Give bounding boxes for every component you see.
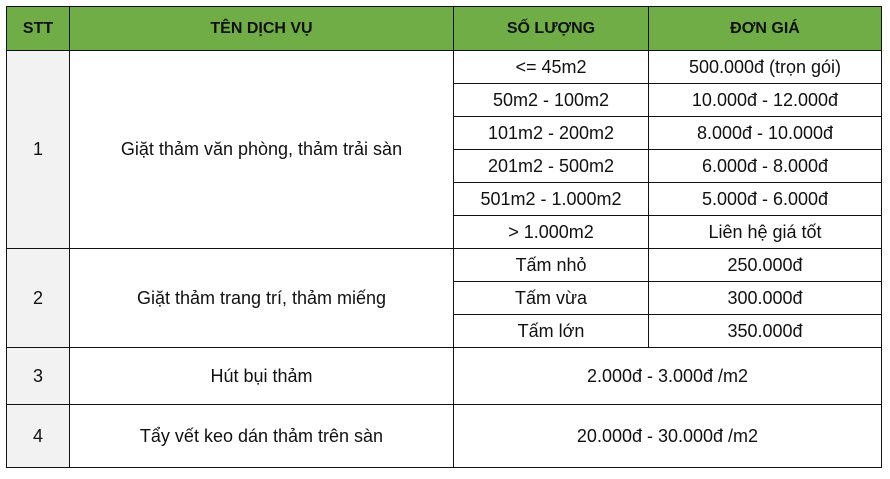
table-row: 3 Hút bụi thảm 2.000đ - 3.000đ /m2 [6,347,882,405]
quantity-cell: Tấm nhỏ [453,248,649,282]
header-price: ĐƠN GIÁ [648,6,882,51]
table-row: 2 Giặt thảm trang trí, thảm miếng Tấm nh… [6,248,882,348]
price-cell: 350.000đ [648,314,882,348]
header-quantity: SỐ LƯỢNG [453,6,649,51]
table-row: > 1.000m2 Liên hệ giá tốt [7,215,882,249]
header-stt: STT [6,6,70,51]
price-cell: Liên hệ giá tốt [648,215,882,249]
quantity-cell: Tấm lớn [453,314,649,348]
table-row: 101m2 - 200m2 8.000đ - 10.000đ [7,116,882,150]
price-cell: 20.000đ - 30.000đ /m2 [453,404,882,468]
quantity-cell: > 1.000m2 [453,215,649,249]
service-cell: Tẩy vết keo dán thảm trên sàn [69,404,454,468]
service-cell: Giặt thảm văn phòng, thảm trải sàn [69,50,454,249]
quantity-cell: 50m2 - 100m2 [453,83,649,117]
price-cell: 250.000đ [648,248,882,282]
table-row: 50m2 - 100m2 10.000đ - 12.000đ [7,83,882,117]
quantity-cell: <= 45m2 [453,50,649,84]
table-row: Tấm vừa 300.000đ [7,281,882,315]
price-cell: 6.000đ - 8.000đ [648,149,882,183]
header-row: STT TÊN DỊCH VỤ SỐ LƯỢNG ĐƠN GIÁ [6,6,882,51]
quantity-cell: 101m2 - 200m2 [453,116,649,150]
stt-cell: 2 [6,248,70,348]
quantity-cell: Tấm vừa [453,281,649,315]
price-cell: 2.000đ - 3.000đ /m2 [453,347,882,405]
price-table: STT TÊN DỊCH VỤ SỐ LƯỢNG ĐƠN GIÁ 1 Giặt … [6,6,882,468]
quantity-cell: 501m2 - 1.000m2 [453,182,649,216]
table-row: 501m2 - 1.000m2 5.000đ - 6.000đ [7,182,882,216]
stt-cell: 3 [6,347,70,405]
service-cell: Hút bụi thảm [69,347,454,405]
table-row: 1 Giặt thảm văn phòng, thảm trải sàn <= … [6,50,882,249]
table-row: 201m2 - 500m2 6.000đ - 8.000đ [7,149,882,183]
price-cell: 500.000đ (trọn gói) [648,50,882,84]
price-cell: 300.000đ [648,281,882,315]
table-row: 4 Tẩy vết keo dán thảm trên sàn 20.000đ … [6,404,882,468]
price-cell: 10.000đ - 12.000đ [648,83,882,117]
header-service: TÊN DỊCH VỤ [69,6,454,51]
price-cell: 8.000đ - 10.000đ [648,116,882,150]
quantity-cell: 201m2 - 500m2 [453,149,649,183]
price-cell: 5.000đ - 6.000đ [648,182,882,216]
stt-cell: 1 [6,50,70,249]
service-cell: Giặt thảm trang trí, thảm miếng [69,248,454,348]
table-row: Tấm lớn 350.000đ [7,314,882,348]
stt-cell: 4 [6,404,70,468]
